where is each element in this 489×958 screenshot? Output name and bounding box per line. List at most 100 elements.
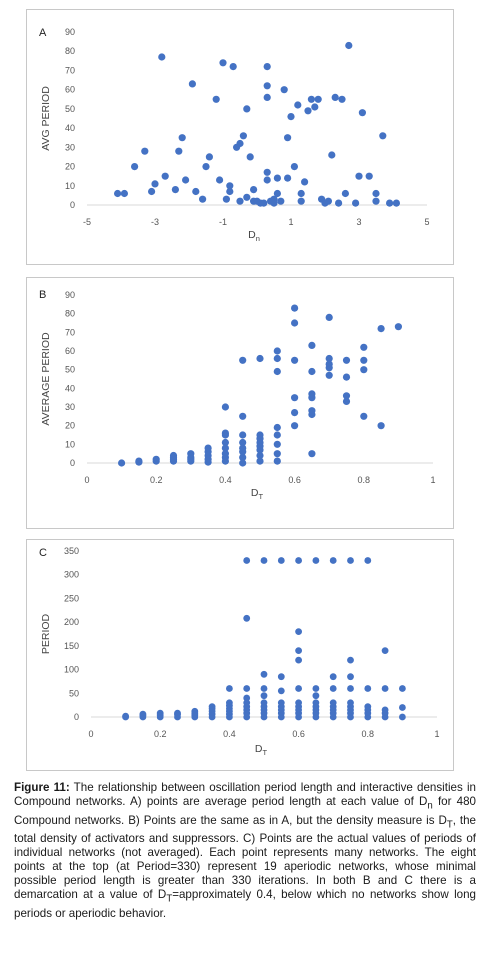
- x-tick-label-b: 1: [430, 475, 435, 485]
- data-point-a: [372, 189, 380, 198]
- data-point-b: [291, 304, 299, 312]
- data-point-c: [399, 713, 406, 721]
- data-point-b: [394, 323, 402, 331]
- data-point-c: [312, 685, 320, 692]
- data-point-a: [338, 95, 346, 103]
- y-tick-label-b: 10: [65, 439, 75, 449]
- data-point-c: [260, 685, 268, 692]
- x-tick-label-b: 0.8: [358, 475, 371, 485]
- x-tick-label-a: 1: [288, 217, 293, 227]
- data-point-a: [263, 63, 271, 71]
- data-point-a: [379, 132, 387, 140]
- data-point-b: [273, 367, 281, 376]
- y-tick-label-b: 90: [65, 290, 75, 300]
- y-tick-label-a: 80: [65, 46, 75, 56]
- data-point-c: [381, 685, 389, 692]
- x-tick-label-b: 0: [84, 475, 89, 485]
- y-tick-label-c: 0: [74, 712, 79, 722]
- data-point-a: [226, 187, 234, 196]
- data-point-b: [325, 371, 333, 379]
- x-axis-label-sub-b: T: [259, 492, 264, 501]
- data-point-a: [226, 182, 234, 190]
- data-point-b: [273, 431, 281, 439]
- data-point-b: [308, 390, 316, 398]
- scatter-chart-c: C 0 50 100 150 200 250 300 350 0 0.2 0.4 0.6 0.8 1 PERI…: [39, 546, 440, 757]
- panel-label-a: A: [39, 27, 47, 39]
- data-point-b: [118, 459, 126, 467]
- data-point-a: [178, 134, 186, 142]
- data-point-a: [297, 197, 305, 205]
- data-point-c: [226, 699, 233, 707]
- data-point-c: [381, 647, 389, 654]
- data-point-a: [331, 93, 339, 101]
- data-point-a: [345, 41, 353, 50]
- data-point-a: [328, 151, 336, 159]
- data-point-a: [188, 80, 196, 88]
- data-point-a: [222, 195, 230, 203]
- data-point-a: [358, 109, 366, 117]
- data-point-a: [307, 95, 315, 103]
- x-tick-label-c: 0.4: [223, 729, 236, 739]
- y-tick-label-c: 250: [64, 593, 79, 603]
- data-point-a: [287, 113, 295, 121]
- data-point-a: [250, 186, 258, 194]
- data-point-c: [295, 656, 302, 664]
- data-point-a: [216, 176, 224, 184]
- data-point-a: [270, 195, 278, 203]
- data-point-a: [236, 139, 244, 148]
- data-point-a: [314, 95, 322, 103]
- y-tick-label-b: 20: [65, 421, 75, 431]
- data-point-b: [291, 356, 299, 364]
- data-point-a: [243, 193, 251, 201]
- caption-sub-3: T: [166, 893, 173, 905]
- data-point-b: [239, 438, 247, 447]
- data-point-a: [365, 172, 373, 180]
- data-point-a: [141, 147, 149, 155]
- data-point-c: [191, 707, 199, 715]
- y-tick-label-a: 90: [65, 27, 75, 37]
- data-point-b: [342, 373, 351, 381]
- data-point-a: [114, 189, 122, 198]
- data-point-c: [139, 710, 147, 718]
- data-point-b: [256, 354, 264, 363]
- x-tick-label-c: 1: [434, 729, 439, 739]
- data-point-c: [243, 694, 251, 702]
- data-point-a: [263, 168, 271, 176]
- data-point-a: [372, 197, 380, 205]
- data-point-a: [280, 86, 288, 94]
- data-point-b: [273, 347, 281, 355]
- data-point-a: [205, 153, 213, 161]
- data-point-a: [158, 53, 166, 61]
- data-point-b: [221, 444, 229, 452]
- x-tick-label-c: 0.6: [292, 729, 305, 739]
- data-point-a: [175, 147, 183, 155]
- data-point-b: [273, 354, 281, 363]
- data-point-a: [355, 172, 363, 180]
- data-point-c: [347, 699, 354, 707]
- data-point-b: [342, 397, 351, 405]
- data-point-a: [219, 59, 227, 67]
- chart-panel-a: A 0 10 20 30 40 50 60 70 80 90 -5 -3 -1 1 3 5 AVG PERIOD D…: [26, 9, 454, 265]
- caption-text-1: The relationship between oscillation per…: [14, 781, 476, 809]
- data-point-c: [381, 706, 389, 714]
- data-point-a: [311, 103, 319, 111]
- data-point-b: [291, 394, 299, 402]
- data-point-a: [273, 189, 281, 198]
- data-point-b: [325, 313, 333, 321]
- data-point-a: [148, 187, 156, 196]
- data-point-b: [256, 451, 264, 460]
- y-tick-label-b: 60: [65, 346, 75, 356]
- data-point-c: [347, 685, 354, 692]
- x-axis-label-sub-c: T: [263, 748, 268, 757]
- data-point-b: [135, 457, 143, 465]
- data-point-c: [295, 628, 302, 635]
- x-axis-label-main-b: D: [251, 487, 259, 499]
- data-point-c: [226, 685, 233, 692]
- data-point-a: [182, 176, 190, 184]
- data-point-c: [312, 557, 320, 564]
- x-axis-label-a: Dn: [248, 229, 260, 243]
- y-tick-label-a: 60: [65, 85, 75, 95]
- data-point-b: [256, 431, 264, 439]
- data-point-b: [377, 325, 385, 333]
- y-tick-label-a: 70: [65, 65, 75, 75]
